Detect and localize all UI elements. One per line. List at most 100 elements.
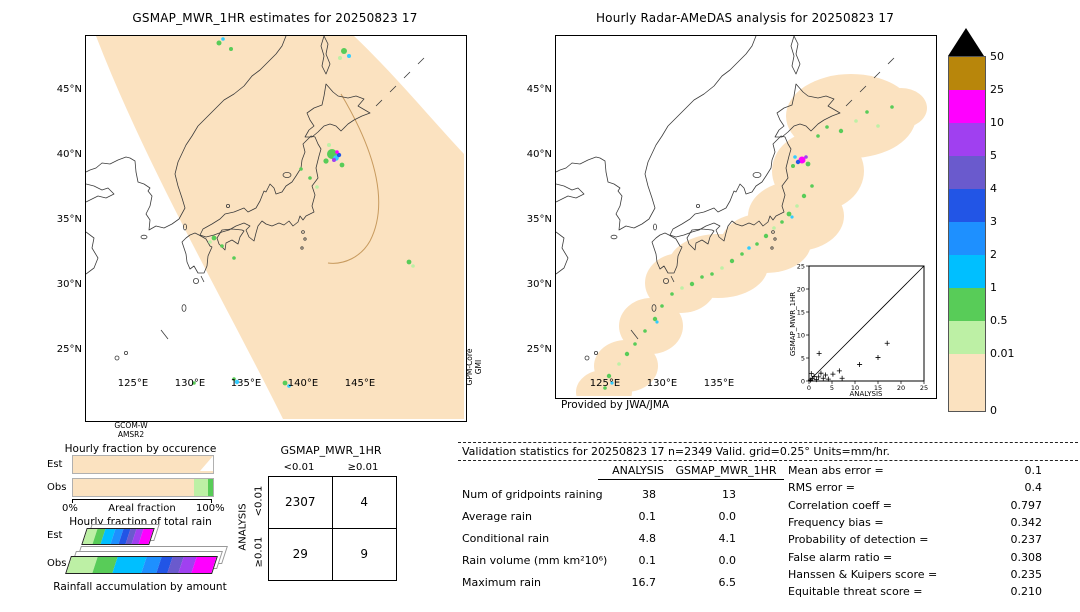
colorbar-segment <box>949 288 985 321</box>
sensor-label-gpmcore-gmi: GPM-Core GMI <box>465 339 483 395</box>
precip-cell <box>793 155 797 159</box>
axis-tick <box>211 499 212 503</box>
scatter-point <box>816 350 822 356</box>
gsmap-map-canvas <box>85 35 464 419</box>
stats-col-analysis: ANALYSIS <box>612 464 664 477</box>
precip-cell <box>336 152 342 158</box>
right-map-title: Hourly Radar-AMeDAS analysis for 2025082… <box>595 11 895 25</box>
colorbar-segment <box>949 123 985 156</box>
axis-label-0pct: 0% <box>62 503 78 514</box>
sensor-label-gcomw-amsr2: GCOM-W AMSR2 <box>103 421 159 439</box>
precip-cell <box>208 240 212 244</box>
lon-label: 140°E <box>287 378 319 389</box>
dashed-divider <box>458 460 1078 461</box>
colorbar-segment <box>949 354 985 411</box>
lat-label: 25°N <box>526 344 552 355</box>
stat-analysis-value: 16.7 <box>631 576 657 589</box>
precip-cell <box>411 264 415 268</box>
precip-cell <box>791 164 795 168</box>
colorbar-tick-label: 10 <box>990 116 1004 129</box>
stat-row-label: Conditional rain <box>462 532 550 545</box>
inset-scatter-points <box>807 340 890 383</box>
score-value: 0.237 <box>1010 533 1043 546</box>
lon-label: 135°E <box>230 378 262 389</box>
colorbar-segment <box>949 90 985 123</box>
lat-label: 30°N <box>56 279 82 290</box>
inset-y-tick-label: 20 <box>797 286 805 294</box>
amsr2-swath <box>96 36 464 419</box>
precip-cell <box>338 56 342 60</box>
score-label: RMS error = <box>788 481 855 494</box>
stat-row-label: Num of gridpoints raining <box>462 488 603 501</box>
scatter-point <box>816 374 822 380</box>
scatter-point <box>823 372 829 378</box>
precip-cell <box>299 167 303 171</box>
precip-cell <box>341 48 347 54</box>
precip-cell <box>617 362 621 366</box>
stats-header-underline <box>598 479 784 480</box>
precip-cell <box>624 351 630 357</box>
precip-cell <box>798 156 806 164</box>
precip-cell <box>804 155 808 159</box>
gsmap-precip-dots <box>192 37 415 388</box>
colorbar-overflow-triangle <box>948 28 984 56</box>
inset-x-tick-label: 25 <box>920 384 928 392</box>
score-label: Equitable threat score = <box>788 585 923 598</box>
precip-cell <box>287 384 291 388</box>
precip-cell <box>610 381 614 385</box>
colorbar-segment <box>949 156 985 189</box>
scatter-point <box>818 370 824 376</box>
scatter-point <box>875 355 881 361</box>
precip-cell <box>339 162 345 168</box>
scatter-point <box>857 361 863 367</box>
lat-label: 40°N <box>526 149 552 160</box>
score-value: 0.342 <box>1010 516 1043 529</box>
stat-analysis-value: 0.1 <box>638 554 657 567</box>
colorbar-tick-label: 5 <box>990 149 997 162</box>
precip-cell <box>652 316 658 322</box>
scatter-point <box>836 368 842 374</box>
lat-label: 45°N <box>56 84 82 95</box>
contingency-title: GSMAP_MWR_1HR <box>280 444 382 457</box>
precip-cell <box>335 150 339 154</box>
stat-gsmap-value: 4.1 <box>718 532 737 545</box>
precip-cell <box>755 242 759 246</box>
contingency-table: 2307 4 29 9 <box>268 476 397 581</box>
precip-cell <box>786 211 792 217</box>
radar-rain-area <box>645 253 717 313</box>
precip-cell <box>633 342 637 346</box>
inset-y-tick-label: 0 <box>801 378 805 386</box>
bar-segment <box>191 557 217 573</box>
precip-cell <box>810 184 814 188</box>
inset-y-tick-label: 15 <box>797 309 805 317</box>
precip-cell <box>838 128 844 134</box>
radar-rain-area <box>619 298 683 354</box>
dashed-divider <box>458 442 1078 443</box>
precip-cell <box>680 286 684 290</box>
radar-amedas-map: 0 0 5 5 10 10 15 15 20 20 25 25 ANALYSIS GSMAP_MWR_… <box>555 35 937 414</box>
inset-x-tick-label: 0 <box>807 384 811 392</box>
colorbar-segment <box>949 255 985 288</box>
score-value: 0.308 <box>1010 551 1043 564</box>
contingency-side-label: ANALYSIS <box>237 503 249 551</box>
colorbar-tick-label: 2 <box>990 248 997 261</box>
stat-gsmap-value: 6.5 <box>718 576 737 589</box>
occurrence-obs-label: Obs <box>47 482 67 493</box>
totalrain-est-bar <box>81 528 155 545</box>
stat-analysis-value: 38 <box>642 488 656 501</box>
lon-label: 130°E <box>174 378 206 389</box>
score-value: 0.210 <box>1010 585 1043 598</box>
precip-cell <box>670 292 674 296</box>
totalrain-caption: Rainfall accumulation by amount <box>53 581 227 593</box>
lat-label: 30°N <box>526 279 552 290</box>
precip-cell <box>780 220 784 224</box>
totalrain-obs-bar <box>65 556 218 574</box>
precip-cell <box>327 143 331 147</box>
contingency-row-header-1: <0.01 <box>253 485 265 517</box>
precip-cell <box>865 110 869 114</box>
score-label: Probability of detection = <box>788 533 929 546</box>
inset-xlabel: ANALYSIS <box>849 390 883 396</box>
areal-fraction-axis <box>72 499 212 500</box>
stats-col-gsmap: GSMAP_MWR_1HR <box>675 464 777 477</box>
precip-cell <box>603 386 607 390</box>
